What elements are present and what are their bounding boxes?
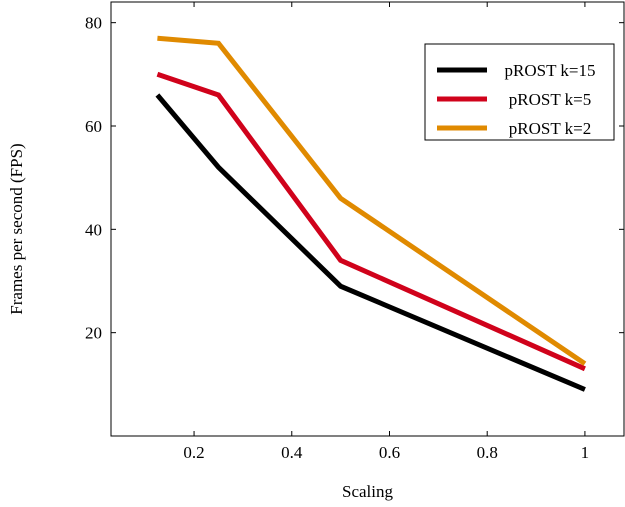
legend-box <box>424 43 615 141</box>
legend-label: pROST k=15 <box>505 61 596 80</box>
series-line-prost-k-2 <box>157 35 587 366</box>
series-layer <box>155 35 587 392</box>
y-tick-label: 40 <box>85 220 102 239</box>
y-tick-label: 20 <box>85 324 102 343</box>
x-tick-label: 0.2 <box>183 443 204 462</box>
y-tick-label: 80 <box>85 14 102 33</box>
x-axis-label: Scaling <box>342 482 393 501</box>
series-line-prost-k-5 <box>156 71 586 372</box>
y-tick-label: 60 <box>85 117 102 136</box>
x-tick-label: 0.8 <box>477 443 498 462</box>
x-tick-label: 0.4 <box>281 443 303 462</box>
x-tick-label: 1 <box>581 443 590 462</box>
legend-label: pROST k=5 <box>509 90 592 109</box>
legend: pROST k=15 pROST k=5 pROST k=2 <box>424 43 615 141</box>
plot-frame <box>110 1 625 437</box>
series-line-prost-k-15 <box>155 93 586 392</box>
legend-label: pROST k=2 <box>509 119 592 138</box>
ticks-layer: 0.2 0.4 0.6 0.8 1 20 40 60 80 <box>85 2 624 462</box>
y-axis-label: Frames per second (FPS) <box>7 143 26 314</box>
x-tick-label: 0.6 <box>379 443 400 462</box>
